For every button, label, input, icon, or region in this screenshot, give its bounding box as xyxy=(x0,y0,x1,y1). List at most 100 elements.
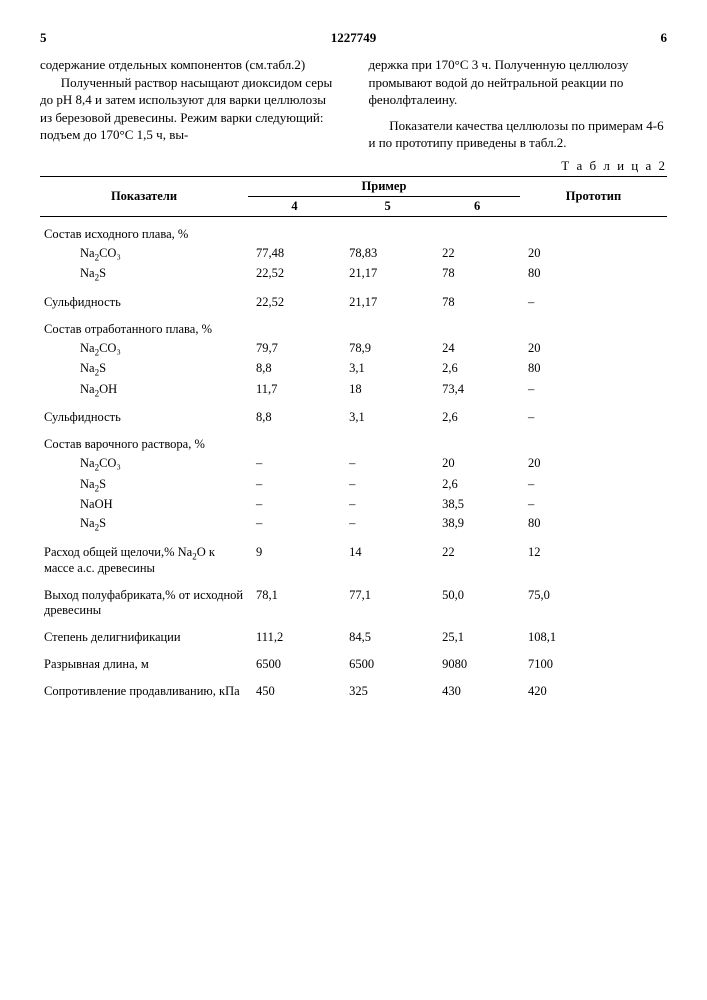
cell-value: 2,6 xyxy=(434,400,520,427)
table-row: Na2S8,83,12,680 xyxy=(40,359,667,380)
row-label: Расход общей щелочи,% Na2O к массе а.с. … xyxy=(40,535,248,579)
cell-value: 38,9 xyxy=(434,514,520,535)
cell-value: – xyxy=(520,495,667,514)
table-row: Na2S22,5221,177880 xyxy=(40,264,667,285)
page-header: 5 1227749 6 xyxy=(40,30,667,46)
table-row: Na2S––38,980 xyxy=(40,514,667,535)
th-proto: Прототип xyxy=(520,176,667,216)
cell-value: 3,1 xyxy=(341,400,434,427)
cell-value: 24 xyxy=(434,339,520,360)
row-label: Разрывная длина, м xyxy=(40,647,248,674)
cell-value: 77,48 xyxy=(248,244,341,265)
cell-value: 20 xyxy=(520,244,667,265)
section-label: Состав отработанного плава, % xyxy=(40,312,667,339)
cell-value: – xyxy=(341,514,434,535)
table-row: Сульфидность22,5221,1778– xyxy=(40,285,667,312)
cell-value: 75,0 xyxy=(520,578,667,620)
cell-value: – xyxy=(248,514,341,535)
cell-value: 22,52 xyxy=(248,285,341,312)
row-label: Na2S xyxy=(40,514,248,535)
cell-value: – xyxy=(248,495,341,514)
th-col-5: 5 xyxy=(341,196,434,216)
table-row: Na2S––2,6– xyxy=(40,475,667,496)
row-label: Na2S xyxy=(40,264,248,285)
th-col-4: 4 xyxy=(248,196,341,216)
cell-value: 20 xyxy=(520,454,667,475)
cell-value: – xyxy=(341,454,434,475)
cell-value: 80 xyxy=(520,514,667,535)
th-indicator: Показатели xyxy=(40,176,248,216)
table-row: Na2OH11,71873,4– xyxy=(40,380,667,401)
cell-value: 38,5 xyxy=(434,495,520,514)
data-table: Показатели Пример Прототип 4 5 6 Состав … xyxy=(40,176,667,702)
table-row: Состав варочного раствора, % xyxy=(40,427,667,454)
cell-value: 50,0 xyxy=(434,578,520,620)
cell-value: – xyxy=(248,475,341,496)
cell-value: 9080 xyxy=(434,647,520,674)
table-row: Выход полуфабриката,% от исходной древес… xyxy=(40,578,667,620)
row-label: Na2CO₃ xyxy=(40,454,248,475)
row-label: Na2S xyxy=(40,359,248,380)
table-row: Na2CO₃79,778,92420 xyxy=(40,339,667,360)
table-row: Na2CO₃77,4878,832220 xyxy=(40,244,667,265)
cell-value: 22,52 xyxy=(248,264,341,285)
cell-value: 80 xyxy=(520,264,667,285)
table-row: NaОН––38,5– xyxy=(40,495,667,514)
cell-value: 79,7 xyxy=(248,339,341,360)
header-right: 6 xyxy=(661,30,668,46)
table-row: Na2CO₃––2020 xyxy=(40,454,667,475)
cell-value: – xyxy=(520,475,667,496)
header-left: 5 xyxy=(40,30,47,46)
cell-value: 22 xyxy=(434,535,520,579)
table-row: Сопротивление продавливанию, кПа45032543… xyxy=(40,674,667,701)
cell-value: 21,17 xyxy=(341,285,434,312)
cell-value: 3,1 xyxy=(341,359,434,380)
right-column: держка при 170°С 3 ч. Полученную целлюло… xyxy=(369,56,668,152)
cell-value: 7100 xyxy=(520,647,667,674)
cell-value: 14 xyxy=(341,535,434,579)
row-label: Na2OH xyxy=(40,380,248,401)
cell-value: 80 xyxy=(520,359,667,380)
table-row: Степень делигнификации111,284,525,1108,1 xyxy=(40,620,667,647)
cell-value: 6500 xyxy=(341,647,434,674)
cell-value: 78,1 xyxy=(248,578,341,620)
cell-value: 20 xyxy=(520,339,667,360)
cell-value: – xyxy=(341,495,434,514)
cell-value: – xyxy=(520,380,667,401)
cell-value: – xyxy=(248,454,341,475)
cell-value: 11,7 xyxy=(248,380,341,401)
row-label: Степень делигнификации xyxy=(40,620,248,647)
row-label: Сульфидность xyxy=(40,400,248,427)
cell-value: 420 xyxy=(520,674,667,701)
body-p3: держка при 170°С 3 ч. Полученную целлюло… xyxy=(369,56,668,109)
cell-value: 22 xyxy=(434,244,520,265)
cell-value: 325 xyxy=(341,674,434,701)
th-col-6: 6 xyxy=(434,196,520,216)
cell-value: 9 xyxy=(248,535,341,579)
table-row: Разрывная длина, м6500650090807100 xyxy=(40,647,667,674)
section-label: Состав варочного раствора, % xyxy=(40,427,667,454)
cell-value: 8,8 xyxy=(248,400,341,427)
body-p2: Полученный раствор насыщают диоксидом се… xyxy=(40,74,339,144)
row-label: Na2CO₃ xyxy=(40,244,248,265)
cell-value: 77,1 xyxy=(341,578,434,620)
row-label: Na2CO₃ xyxy=(40,339,248,360)
body-text: содержание отдельных компонентов (см.таб… xyxy=(40,56,667,152)
cell-value: 78,83 xyxy=(341,244,434,265)
row-label: NaОН xyxy=(40,495,248,514)
cell-value: 450 xyxy=(248,674,341,701)
th-group: Пример xyxy=(248,176,520,196)
body-p4: Показатели качества целлюлозы по примера… xyxy=(369,117,668,152)
cell-value: 73,4 xyxy=(434,380,520,401)
cell-value: – xyxy=(520,400,667,427)
cell-value: 2,6 xyxy=(434,475,520,496)
body-p1: содержание отдельных компонентов (см.таб… xyxy=(40,56,339,74)
row-label: Сульфидность xyxy=(40,285,248,312)
cell-value: 20 xyxy=(434,454,520,475)
left-column: содержание отдельных компонентов (см.таб… xyxy=(40,56,339,152)
header-center: 1227749 xyxy=(331,30,377,46)
cell-value: 84,5 xyxy=(341,620,434,647)
cell-value: 2,6 xyxy=(434,359,520,380)
table-caption: Т а б л и ц а 2 xyxy=(40,158,667,174)
cell-value: 6500 xyxy=(248,647,341,674)
